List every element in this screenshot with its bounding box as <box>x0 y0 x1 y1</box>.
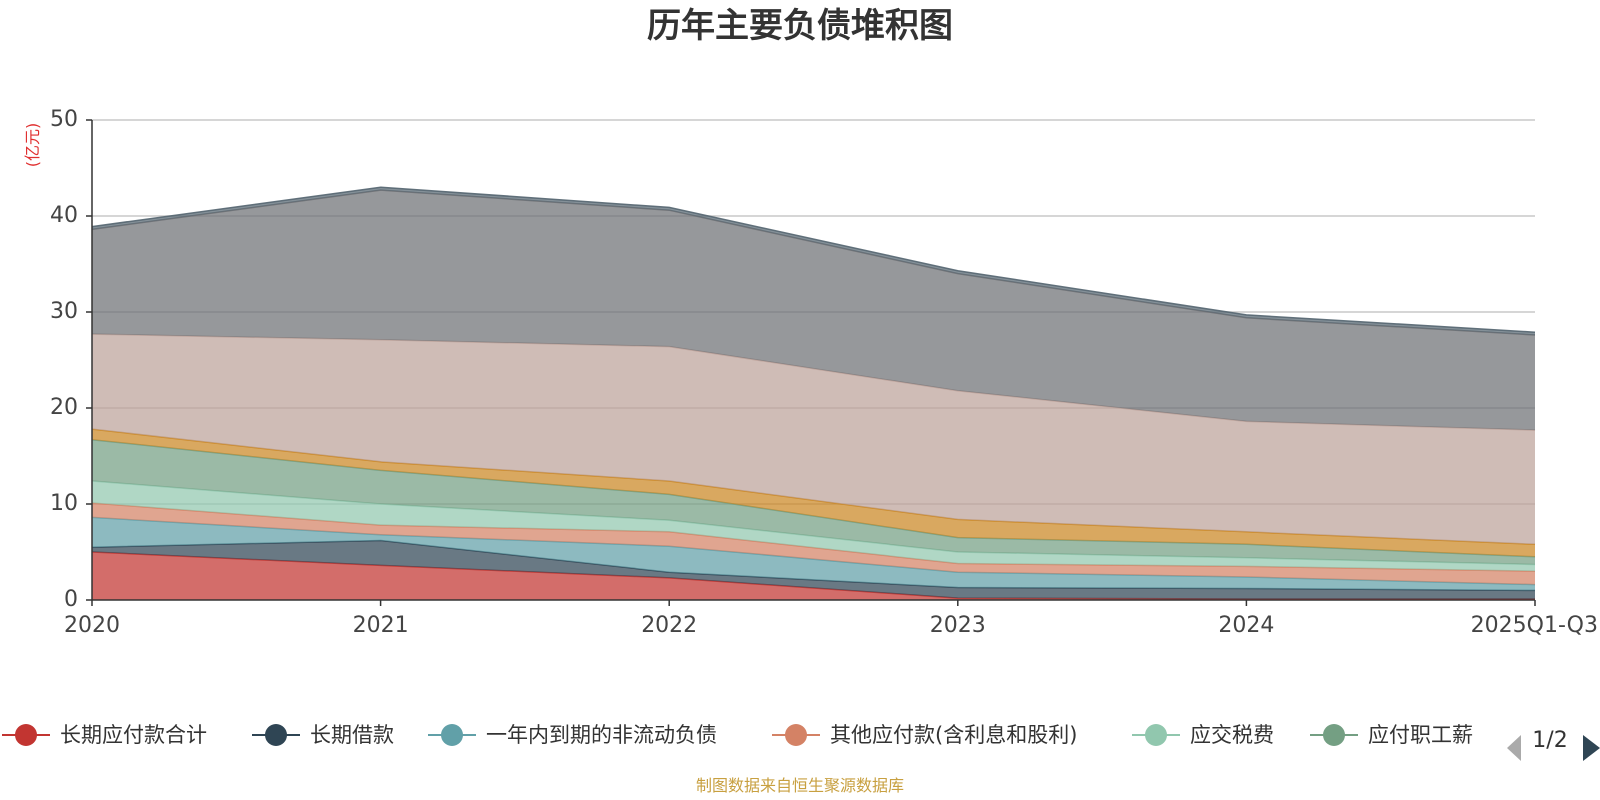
legend-next-arrow-icon[interactable] <box>1583 735 1600 761</box>
chart-title: 历年主要负债堆积图 <box>647 6 953 46</box>
legend-label-5: 应付职工薪 <box>1368 723 1473 747</box>
y-tick-label-5: 50 <box>50 107 78 132</box>
y-tick-label-2: 20 <box>50 395 78 420</box>
legend-marker-5 <box>1323 724 1345 746</box>
data-source-note: 制图数据来自恒生聚源数据库 <box>696 776 904 795</box>
legend-item-4[interactable]: 应交税费 <box>1132 723 1274 747</box>
legend-marker-3 <box>785 724 807 746</box>
legend-prev-arrow-icon[interactable] <box>1507 735 1521 761</box>
y-tick-label-4: 40 <box>50 203 78 228</box>
y-tick-label-1: 10 <box>50 491 78 516</box>
legend-marker-1 <box>265 724 287 746</box>
area-series-layer <box>91 186 1536 600</box>
axes: 0 10 20 30 40 50 2020 2021 2022 2023 2024 2025Q1-Q3 <box>50 107 1598 638</box>
legend-item-1[interactable]: 长期借款 <box>252 723 394 747</box>
legend-marker-2 <box>441 724 463 746</box>
x-tick-label-3: 2023 <box>930 613 986 638</box>
legend-item-3[interactable]: 其他应付款(含利息和股利) <box>772 723 1077 747</box>
x-tick-label-2: 2022 <box>641 613 697 638</box>
area-series-1 <box>92 540 1535 599</box>
y-axis-unit-label: (亿元) <box>23 123 42 168</box>
area-series-4 <box>92 481 1535 572</box>
area-series-3 <box>92 503 1535 585</box>
legend-item-0[interactable]: 长期应付款合计 <box>2 723 207 747</box>
legend-marker-4 <box>1145 724 1167 746</box>
x-tick-label-4: 2024 <box>1218 613 1274 638</box>
legend-pager: 1/2 <box>1507 728 1600 761</box>
area-series-7 <box>92 334 1535 545</box>
area-series-line-9 <box>91 186 1536 333</box>
legend-marker-0 <box>15 724 37 746</box>
legend-item-5[interactable]: 应付职工薪 <box>1310 723 1473 747</box>
x-tick-label-1: 2021 <box>353 613 409 638</box>
x-tick-label-5: 2025Q1-Q3 <box>1471 613 1598 638</box>
y-tick-label-3: 30 <box>50 299 78 324</box>
legend-label-1: 长期借款 <box>310 723 394 747</box>
area-series-5 <box>92 439 1535 565</box>
legend-label-0: 长期应付款合计 <box>60 723 207 747</box>
legend: 长期应付款合计 长期借款 一年内到期的非流动负债 其他应付款(含利息和股利) 应交税费 应… <box>2 723 1473 747</box>
x-tick-label-0: 2020 <box>64 613 120 638</box>
area-series-8 <box>92 190 1535 431</box>
legend-label-4: 应交税费 <box>1190 723 1274 747</box>
area-series-6 <box>92 429 1535 557</box>
legend-label-3: 其他应付款(含利息和股利) <box>830 723 1077 747</box>
legend-item-2[interactable]: 一年内到期的非流动负债 <box>428 723 717 747</box>
legend-label-2: 一年内到期的非流动负债 <box>486 723 717 747</box>
area-series-2 <box>92 517 1535 591</box>
area-series-0 <box>92 552 1535 600</box>
y-tick-label-0: 0 <box>64 587 78 612</box>
legend-page-indicator: 1/2 <box>1532 728 1567 753</box>
